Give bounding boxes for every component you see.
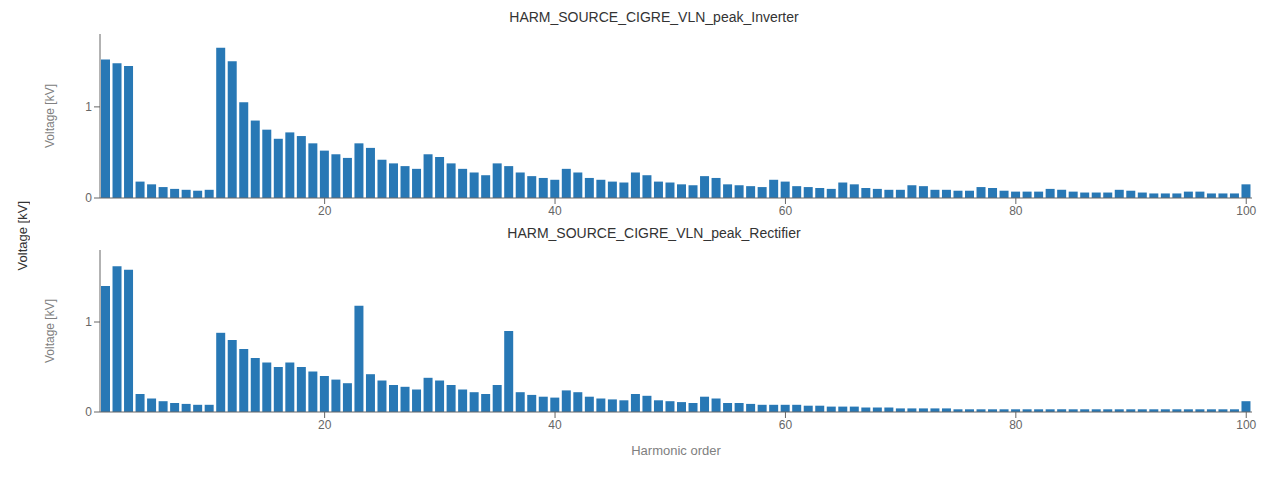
svg-text:100: 100 [1236,204,1256,218]
svg-text:20: 20 [318,418,332,432]
svg-text:0: 0 [85,191,92,205]
svg-text:100: 100 [1236,418,1256,432]
svg-text:0: 0 [85,405,92,419]
html-text:HARM_SOURCE_CIGRE_VLN_peak_Rec: HARM_SOURCE_CIGRE_VLN_peak_Rectifier [507,225,801,241]
svg-text:60: 60 [779,204,793,218]
svg-text:Harmonic order: Harmonic order [631,443,721,458]
svg-text:1: 1 [85,100,92,114]
svg-text:40: 40 [548,418,562,432]
svg-text:20: 20 [318,204,332,218]
html-text:Voltage [kV]: Voltage [kV] [14,201,30,271]
svg-text:40: 40 [548,204,562,218]
svg-text:80: 80 [1009,418,1023,432]
svg-text:1: 1 [85,315,92,329]
svg-text:60: 60 [779,418,793,432]
svg-text:Voltage [kV]: Voltage [kV] [43,299,57,363]
svg-text:80: 80 [1009,204,1023,218]
svg-text:Voltage [kV]: Voltage [kV] [43,84,57,148]
html-text:HARM_SOURCE_CIGRE_VLN_peak_Inv: HARM_SOURCE_CIGRE_VLN_peak_Inverter [509,9,799,25]
